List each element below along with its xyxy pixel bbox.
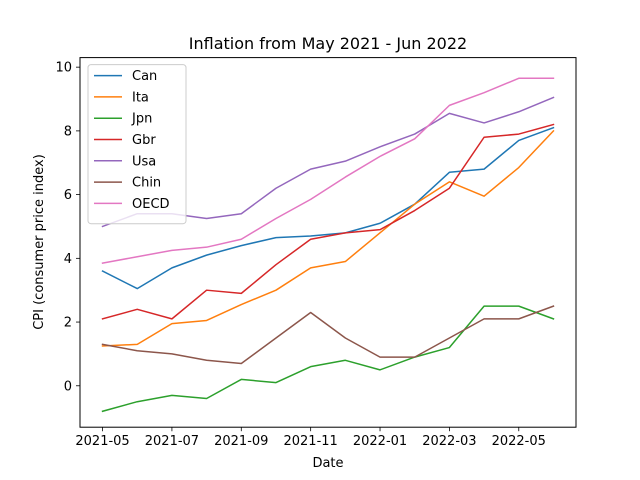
legend-label-gbr: Gbr <box>132 133 156 148</box>
y-tick-label: 0 <box>64 379 72 394</box>
series-line-oecd <box>101 77 555 264</box>
x-tick-label: 2022-05 <box>492 434 546 449</box>
legend: Can Ita Jpn Gbr Usa Chin OECD <box>87 64 187 225</box>
x-tick-label: 2022-03 <box>422 434 476 449</box>
legend-label-can: Can <box>132 69 157 84</box>
plot-frame <box>79 57 577 428</box>
y-tick-label: 2 <box>64 316 72 331</box>
y-tick-label: 10 <box>55 61 72 76</box>
legend-box <box>87 64 187 225</box>
series-line-chin <box>101 305 555 365</box>
x-tick-label: 2022-01 <box>353 434 407 449</box>
legend-label-usa: Usa <box>132 154 156 169</box>
chart-title: Inflation from May 2021 - Jun 2022 <box>189 34 467 53</box>
legend-label-chin: Chin <box>132 176 161 191</box>
legend-label-jpn: Jpn <box>131 112 152 127</box>
x-axis-label: Date <box>312 456 343 471</box>
y-axis-label: CPI (consumer price index) <box>32 154 47 330</box>
x-tick-label: 2021-11 <box>283 434 337 449</box>
legend-label-oecd: OECD <box>132 197 170 212</box>
y-axis: 0 2 4 6 8 10 <box>55 61 80 394</box>
x-axis: 2021-05 2021-07 2021-09 2021-11 2022-01 2022-… <box>75 427 546 449</box>
y-tick-label: 4 <box>64 252 72 267</box>
series-line-gbr <box>101 123 555 320</box>
series-line-jpn <box>101 305 555 413</box>
series-line-ita <box>101 129 555 347</box>
x-tick-label: 2021-07 <box>145 434 199 449</box>
series-line-can <box>101 126 555 290</box>
x-tick-label: 2021-09 <box>214 434 268 449</box>
x-tick-label: 2021-05 <box>75 434 129 449</box>
y-tick-label: 6 <box>64 188 72 203</box>
legend-label-ita: Ita <box>132 90 149 105</box>
y-tick-label: 8 <box>64 124 72 139</box>
